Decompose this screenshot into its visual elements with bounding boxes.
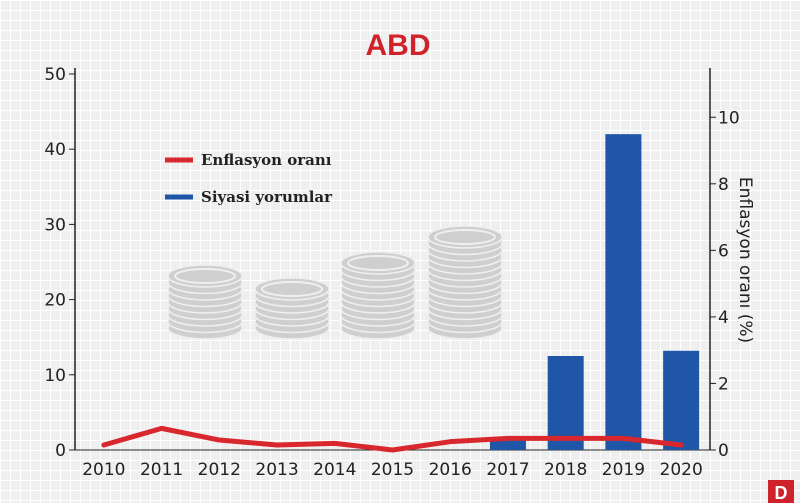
x-tick-label: 2016	[429, 460, 472, 480]
brand-badge	[768, 480, 794, 503]
legend-label-bar: Siyasi yorumlar	[201, 188, 333, 206]
right-tick-label: 10	[718, 108, 740, 128]
brand-badge-text: D	[775, 483, 788, 503]
x-tick-label: 2012	[198, 460, 241, 480]
right-tick-label: 8	[718, 175, 729, 195]
x-tick-label: 2018	[544, 460, 587, 480]
coin-top-rim	[347, 255, 409, 271]
bar-series	[489, 134, 700, 450]
left-tick-label: 40	[44, 140, 66, 160]
bar	[605, 134, 642, 450]
right-axis-ticks: 0 2 4 6 8 10	[710, 108, 740, 461]
right-tick-label: 4	[718, 308, 729, 328]
bar	[489, 438, 526, 450]
right-axis-label: Enflasyon oranı (%)	[735, 177, 755, 343]
bar	[663, 350, 700, 450]
x-tick-label: 2011	[140, 460, 183, 480]
x-tick-label: 2019	[602, 460, 645, 480]
coin-stacks-illustration	[167, 225, 503, 340]
left-tick-label: 50	[44, 65, 66, 85]
left-tick-label: 0	[55, 441, 66, 461]
left-tick-label: 30	[44, 215, 66, 235]
coin-top-rim	[434, 229, 496, 245]
x-tick-label: 2014	[313, 460, 356, 480]
x-tick-label: 2017	[486, 460, 529, 480]
x-tick-label: 2020	[660, 460, 703, 480]
left-tick-label: 10	[44, 366, 66, 386]
right-tick-label: 6	[718, 241, 729, 261]
right-tick-label: 2	[718, 374, 729, 394]
right-tick-label: 0	[718, 441, 729, 461]
bar	[547, 356, 584, 450]
legend: Enflasyon oranı Siyasi yorumlar	[165, 151, 333, 206]
x-tick-label: 2010	[82, 460, 125, 480]
inflation-line	[101, 425, 684, 453]
x-tick-label: 2015	[371, 460, 414, 480]
left-axis-ticks: 0 10 20 30 40 50	[44, 65, 75, 461]
left-tick-label: 20	[44, 291, 66, 311]
x-tick-label: 2013	[255, 460, 298, 480]
x-axis-ticks: 2010 2011 2012 2013 2014 2015 2016 2017 2018 2019…	[82, 460, 703, 480]
coin-top-rim	[174, 268, 236, 284]
legend-label-line: Enflasyon oranı	[201, 151, 332, 169]
coin-top-rim	[261, 281, 323, 297]
chart-title: ABD	[366, 29, 431, 62]
